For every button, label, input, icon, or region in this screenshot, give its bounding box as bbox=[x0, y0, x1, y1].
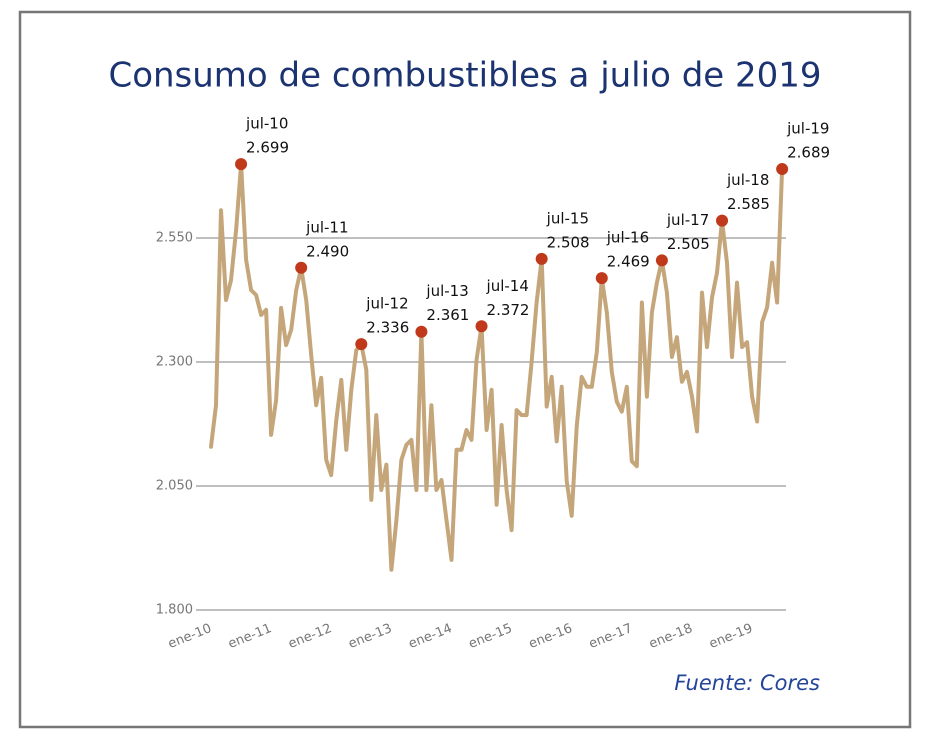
marker bbox=[716, 214, 729, 227]
point-label: jul-16 bbox=[606, 229, 649, 247]
marker bbox=[535, 252, 548, 265]
y-tick-label: 1.800 bbox=[156, 603, 193, 618]
y-tick-label: 2.550 bbox=[156, 231, 193, 246]
value-label: 2.336 bbox=[366, 319, 409, 337]
value-label: 2.372 bbox=[487, 301, 530, 319]
marker bbox=[235, 158, 248, 171]
value-label: 2.361 bbox=[426, 306, 469, 324]
value-label: 2.505 bbox=[667, 235, 710, 253]
marker bbox=[415, 325, 428, 338]
value-label: 2.508 bbox=[547, 233, 590, 251]
point-label: jul-19 bbox=[786, 120, 829, 138]
point-label: jul-14 bbox=[486, 277, 529, 295]
point-label: jul-10 bbox=[245, 115, 288, 133]
marker bbox=[355, 338, 368, 351]
point-label: jul-11 bbox=[305, 218, 348, 236]
marker bbox=[475, 320, 488, 333]
value-label: 2.699 bbox=[246, 139, 289, 157]
value-label: 2.490 bbox=[306, 242, 349, 260]
point-label: jul-12 bbox=[365, 295, 408, 313]
line bbox=[209, 162, 785, 572]
value-label: 2.689 bbox=[787, 144, 830, 162]
y-tick-label: 2.050 bbox=[156, 479, 193, 494]
frame bbox=[18, 10, 912, 729]
source: Fuente: Cores bbox=[674, 671, 820, 695]
point-label: jul-18 bbox=[726, 171, 769, 189]
marker bbox=[595, 272, 608, 285]
chart-title: Consumo de combustibles a julio de 2019 bbox=[108, 56, 821, 96]
value-label: 2.469 bbox=[607, 253, 650, 271]
value-label: 2.585 bbox=[727, 195, 770, 213]
point-label: jul-15 bbox=[546, 209, 589, 227]
y-tick-label: 2.300 bbox=[156, 355, 193, 370]
marker bbox=[655, 254, 668, 267]
marker bbox=[295, 261, 308, 274]
marker bbox=[776, 163, 789, 176]
point-label: jul-17 bbox=[666, 211, 709, 229]
point-label: jul-13 bbox=[425, 282, 468, 300]
